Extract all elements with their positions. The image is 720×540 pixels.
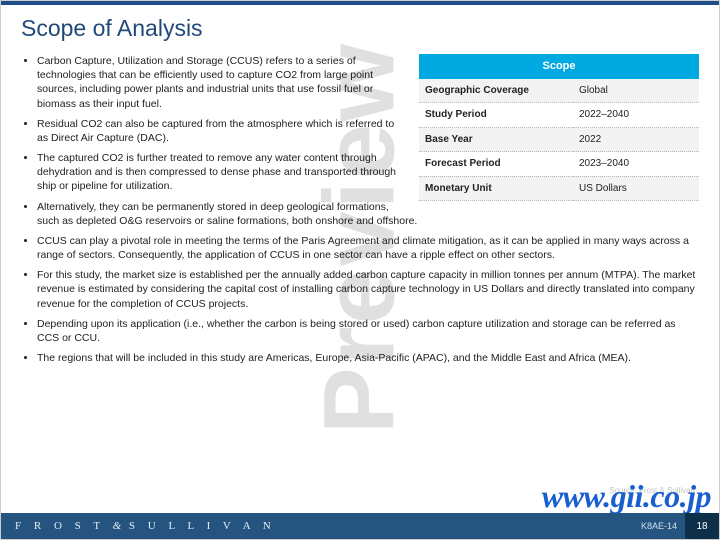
- footer-brand-amp: &: [113, 520, 122, 532]
- footer-code: K8AE-14: [641, 521, 685, 531]
- scope-row-label: Geographic Coverage: [419, 79, 573, 103]
- table-row: Monetary Unit US Dollars: [419, 176, 699, 201]
- list-item: The regions that will be included in thi…: [37, 351, 699, 365]
- footer-brand-left: F R O S T: [15, 520, 105, 532]
- scope-row-label: Monetary Unit: [419, 176, 573, 201]
- list-item: Alternatively, they can be permanently s…: [37, 200, 699, 228]
- footer-bar: F R O S T & S U L L I V A N K8AE-14 18: [1, 513, 719, 539]
- footer-brand: F R O S T & S U L L I V A N: [15, 520, 276, 532]
- table-row: Base Year 2022: [419, 127, 699, 152]
- page-title: Scope of Analysis: [1, 5, 719, 48]
- scope-row-value: 2022: [573, 127, 699, 152]
- scope-table-header: Scope: [419, 54, 699, 79]
- scope-row-label: Study Period: [419, 103, 573, 128]
- table-row: Geographic Coverage Global: [419, 79, 699, 103]
- scope-row-label: Base Year: [419, 127, 573, 152]
- scope-row-value: Global: [573, 79, 699, 103]
- content-area: Scope Geographic Coverage Global Study P…: [1, 48, 719, 365]
- scope-row-value: 2023–2040: [573, 152, 699, 177]
- list-item: Depending upon its application (i.e., wh…: [37, 317, 699, 345]
- url-watermark: www.gii.co.jp: [542, 478, 711, 515]
- footer-brand-right: S U L L I V A N: [129, 520, 276, 532]
- scope-row-value: 2022–2040: [573, 103, 699, 128]
- scope-row-value: US Dollars: [573, 176, 699, 201]
- list-item: CCUS can play a pivotal role in meeting …: [37, 234, 699, 262]
- table-row: Study Period 2022–2040: [419, 103, 699, 128]
- scope-row-label: Forecast Period: [419, 152, 573, 177]
- list-item: For this study, the market size is estab…: [37, 268, 699, 311]
- scope-table: Scope Geographic Coverage Global Study P…: [419, 54, 699, 201]
- table-row: Forecast Period 2023–2040: [419, 152, 699, 177]
- footer-page-number: 18: [685, 513, 719, 539]
